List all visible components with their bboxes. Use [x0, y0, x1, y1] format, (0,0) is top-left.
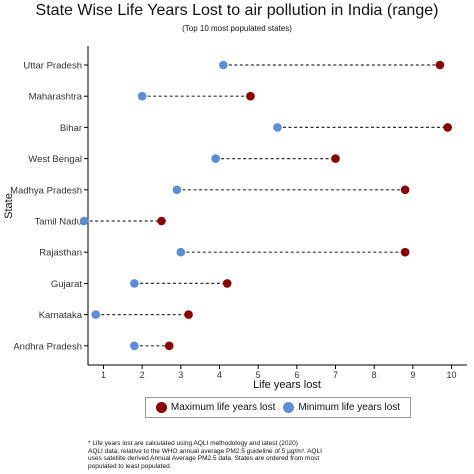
y-tick-label: Andhra Pradesh: [13, 341, 82, 352]
y-tick-label: Karnataka: [39, 310, 83, 321]
x-tick-label: 6: [294, 370, 299, 380]
min-point: [273, 123, 282, 132]
y-tick-label: Bihar: [60, 123, 82, 134]
max-point: [222, 279, 232, 288]
y-tick-label: Uttar Pradesh: [23, 61, 82, 72]
x-tick-label: 4: [217, 370, 222, 380]
footnote-line: uses satellite derived Annual Average PM…: [88, 455, 320, 463]
legend-item-min: Minimum life years lost: [283, 402, 400, 413]
max-point: [331, 154, 340, 163]
min-point: [91, 310, 101, 319]
y-tick-label: Rajasthan: [39, 248, 82, 259]
footnote: * Life years lost are calculated using A…: [88, 440, 388, 470]
x-tick-label: 3: [178, 370, 183, 380]
max-point: [435, 60, 445, 70]
x-axis-label: Life years lost: [253, 379, 321, 391]
y-tick-label: West Bengal: [28, 154, 82, 165]
max-point: [184, 310, 193, 319]
legend-label-max: Maximum life years lost: [170, 402, 276, 413]
x-tick-label: 5: [256, 370, 261, 380]
footnote-line: * Life years lost are calculated using A…: [88, 440, 298, 447]
legend-label-min: Minimum life years lost: [298, 402, 401, 413]
footnote-line: AQLI data, relative to the WHO annual av…: [88, 447, 322, 455]
x-tick-label: 8: [372, 370, 377, 380]
y-axis-label: State: [3, 193, 15, 219]
legend-item-max: Maximum life years lost: [155, 402, 276, 413]
max-point: [400, 185, 410, 195]
x-tick-label: 2: [140, 370, 145, 380]
x-tick-label: 1: [101, 370, 106, 380]
min-point: [137, 91, 147, 101]
legend: Maximum life years lost Minimum life yea…: [145, 397, 411, 418]
footnote-line: populated to least populated.: [88, 462, 172, 470]
min-point: [130, 279, 139, 288]
min-point: [176, 247, 186, 257]
max-point: [164, 341, 174, 351]
chart-subtitle: (Top 10 most populated states): [182, 24, 292, 33]
x-tick-label: 9: [410, 370, 415, 380]
min-point: [130, 341, 139, 351]
y-tick-label: Tamil Nadu: [34, 217, 82, 228]
max-point: [443, 123, 452, 132]
y-tick-label: Gujarat: [51, 279, 83, 290]
y-tick-label: Maharashtra: [29, 92, 83, 103]
chart-title: State Wise Life Years Lost to air pollut…: [35, 2, 439, 19]
legend-marker-max: [155, 402, 167, 413]
x-tick-label: 7: [333, 370, 338, 380]
legend-marker-min: [283, 402, 295, 413]
min-point: [79, 216, 89, 226]
max-point: [400, 247, 410, 257]
min-point: [211, 154, 220, 163]
y-tick-label: Madhya Pradesh: [10, 185, 82, 196]
max-point: [157, 216, 166, 226]
x-tick-label: 10: [447, 370, 457, 380]
min-point: [172, 185, 182, 195]
max-point: [246, 91, 255, 101]
min-point: [219, 60, 228, 70]
